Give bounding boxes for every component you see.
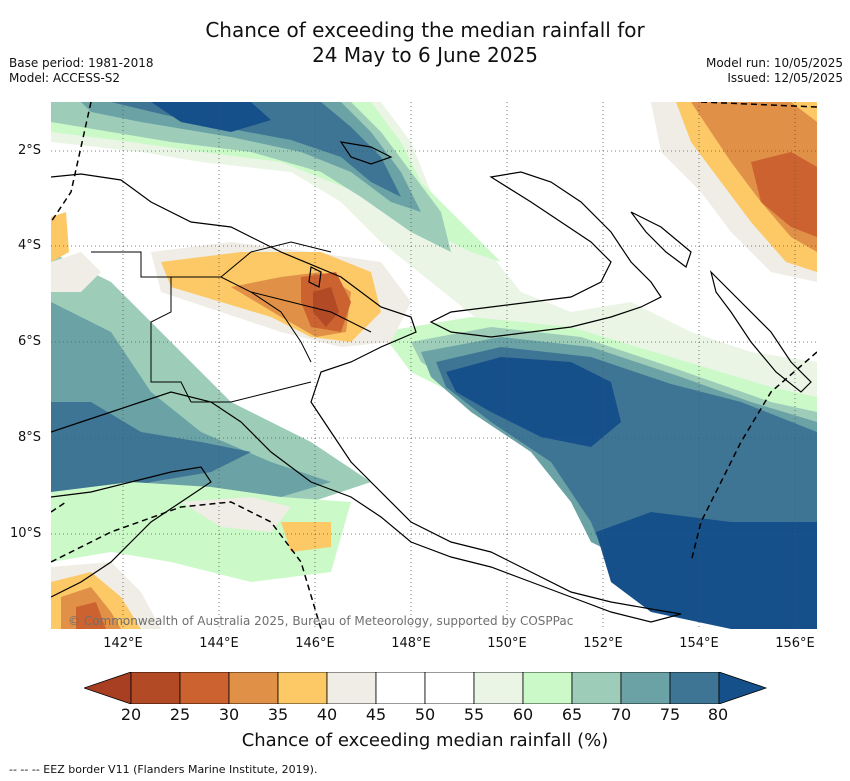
lon-label-150e: 150°E <box>487 636 527 651</box>
colorbar-tick-30: 30 <box>218 705 240 724</box>
colorbar-extend-high <box>718 672 768 704</box>
rainfall-map[interactable] <box>51 102 817 629</box>
lon-label-154e: 154°E <box>679 636 719 651</box>
colorbar-tick-65: 65 <box>561 705 583 724</box>
colorbar-tick-35: 35 <box>267 705 289 724</box>
map-svg <box>51 102 817 629</box>
colorbar-tick-55: 55 <box>463 705 485 724</box>
colorbar-segment <box>277 672 328 704</box>
eez-borders <box>51 102 817 629</box>
colorbar <box>84 672 768 704</box>
colorbar-segment <box>424 672 475 704</box>
colorbar-tick-40: 40 <box>316 705 338 724</box>
model-text: Model: ACCESS-S2 <box>9 71 121 85</box>
colorbar-tick-45: 45 <box>365 705 387 724</box>
colorbar-segment <box>375 672 426 704</box>
contour-85-north <box>151 102 271 132</box>
colorbar-tick-75: 75 <box>659 705 681 724</box>
lat-label-6s: 6°S <box>18 334 42 349</box>
copyright-text: © Commonwealth of Australia 2025, Bureau… <box>68 614 574 628</box>
lat-label-4s: 4°S <box>18 238 42 253</box>
colorbar-tick-20: 20 <box>120 705 142 724</box>
contour-80-north <box>111 102 401 197</box>
issued-text: Issued: 12/05/2025 <box>727 71 843 85</box>
colorbar-segment <box>130 672 181 704</box>
contour-35-south <box>281 522 331 552</box>
colorbar-segment <box>179 672 230 704</box>
colorbar-segment <box>669 672 720 704</box>
base-period-text: Base period: 1981-2018 <box>9 56 154 70</box>
lon-label-146e: 146°E <box>295 636 335 651</box>
colorbar-extend-low <box>84 672 132 704</box>
lon-label-144e: 144°E <box>199 636 239 651</box>
contour-25-southwest-corner <box>76 602 106 629</box>
contour-80-west <box>51 402 251 502</box>
lat-label-2s: 2°S <box>18 143 42 158</box>
contour-45-west-edge <box>51 252 101 292</box>
province-borders <box>91 241 372 403</box>
colorbar-segment <box>620 672 671 704</box>
colorbar-tick-50: 50 <box>414 705 436 724</box>
lat-label-8s: 8°S <box>18 430 42 445</box>
lon-label-142e: 142°E <box>103 636 143 651</box>
contour-45-south <box>181 497 291 532</box>
contour-60-north <box>51 102 817 402</box>
contour-35-west-edge <box>51 212 69 262</box>
colorbar-segment <box>326 672 377 704</box>
colorbar-tick-80: 80 <box>707 705 729 724</box>
title-line-1: Chance of exceeding the median rainfall … <box>205 18 645 42</box>
contour-85-centre <box>446 357 621 447</box>
colorbar-tick-60: 60 <box>512 705 534 724</box>
colorbar-segment <box>473 672 524 704</box>
contour-25-northeast <box>751 152 817 237</box>
colorbar-tick-25: 25 <box>169 705 191 724</box>
coastlines <box>51 141 812 623</box>
title-line-2: 24 May to 6 June 2025 <box>312 43 538 67</box>
lon-label-148e: 148°E <box>391 636 431 651</box>
model-run-text: Model run: 10/05/2025 <box>705 56 843 70</box>
contour-20-highlands <box>313 287 339 327</box>
meta-right: Model run: 10/05/2025 Issued: 12/05/2025 <box>706 56 843 86</box>
lon-label-156e: 156°E <box>775 636 815 651</box>
eez-legend-note: -- -- -- EEZ border V11 (Flanders Marine… <box>9 763 318 776</box>
lat-label-10s: 10°S <box>10 526 42 541</box>
colorbar-segment <box>571 672 622 704</box>
colorbar-segment <box>228 672 279 704</box>
colorbar-tick-70: 70 <box>610 705 632 724</box>
chart-title: Chance of exceeding the median rainfall … <box>0 18 850 68</box>
meta-left: Base period: 1981-2018 Model: ACCESS-S2 <box>9 56 154 86</box>
contour-85-southeast <box>596 512 817 629</box>
lon-label-152e: 152°E <box>583 636 623 651</box>
colorbar-segment <box>522 672 573 704</box>
colorbar-label: Chance of exceeding median rainfall (%) <box>241 730 609 751</box>
